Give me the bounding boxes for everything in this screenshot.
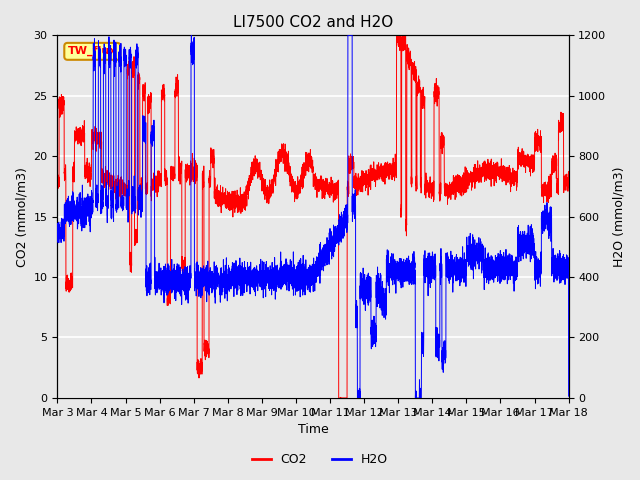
X-axis label: Time: Time bbox=[298, 423, 328, 436]
Y-axis label: CO2 (mmol/m3): CO2 (mmol/m3) bbox=[15, 167, 28, 266]
Y-axis label: H2O (mmol/m3): H2O (mmol/m3) bbox=[612, 167, 625, 267]
Text: TW_flux: TW_flux bbox=[68, 46, 117, 57]
Legend: CO2, H2O: CO2, H2O bbox=[247, 448, 393, 471]
Title: LI7500 CO2 and H2O: LI7500 CO2 and H2O bbox=[233, 15, 393, 30]
